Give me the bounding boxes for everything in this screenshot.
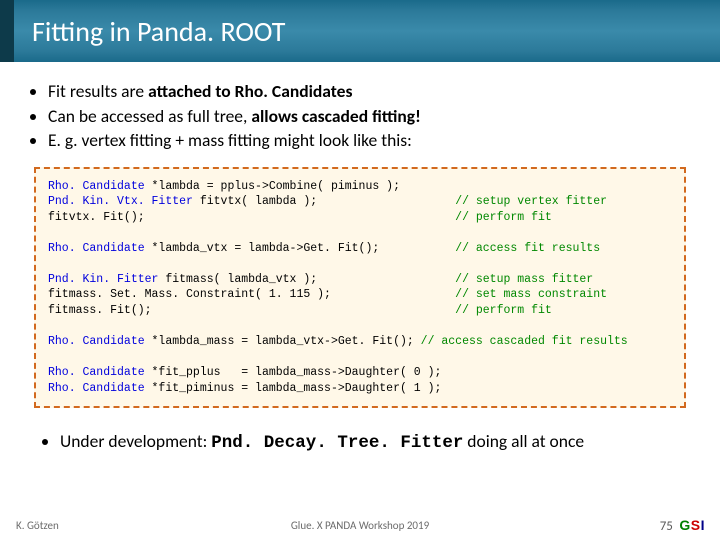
bullet-3-pre: E. g. vertex fitting + mass fitting migh…	[48, 129, 412, 151]
page-number: 75	[660, 519, 673, 534]
gsi-logo: GSI	[679, 517, 704, 533]
logo-g: G	[679, 517, 689, 533]
underdev-label: Under development:	[60, 430, 211, 452]
bullet-1-pre: Fit results are	[48, 80, 148, 102]
bullet-1: Fit results are attached to Rho. Candida…	[48, 80, 696, 104]
bullet-2: Can be accessed as full tree, allows cas…	[48, 105, 696, 129]
bullet-3: E. g. vertex fitting + mass fitting migh…	[48, 129, 696, 153]
slide-title: Fitting in Panda. ROOT	[32, 14, 285, 49]
code-block: Rho. Candidate *lambda = pplus->Combine(…	[34, 167, 686, 408]
bullet-list: Fit results are attached to Rho. Candida…	[24, 80, 696, 153]
bullet-2-pre: Can be accessed as full tree,	[48, 105, 251, 127]
footer-right: 75 GSI	[660, 517, 704, 534]
footer: K. Götzen Glue. X PANDA Workshop 2019 75…	[0, 517, 720, 534]
title-bar: Fitting in Panda. ROOT	[0, 0, 720, 62]
slide-body: Fit results are attached to Rho. Candida…	[0, 62, 720, 453]
under-dev-bullet: Under development: Pnd. Decay. Tree. Fit…	[24, 430, 696, 453]
footer-author: K. Götzen	[16, 519, 59, 532]
logo-i: I	[701, 517, 704, 533]
bullet-2-bold: allows cascaded fitting!	[251, 105, 420, 127]
underdev-post: doing all at once	[463, 430, 584, 452]
underdev-class: Pnd. Decay. Tree. Fitter	[211, 433, 463, 453]
bullet-1-bold: attached to Rho. Candidates	[148, 80, 352, 102]
logo-s: S	[691, 517, 700, 533]
footer-center: Glue. X PANDA Workshop 2019	[291, 519, 429, 532]
